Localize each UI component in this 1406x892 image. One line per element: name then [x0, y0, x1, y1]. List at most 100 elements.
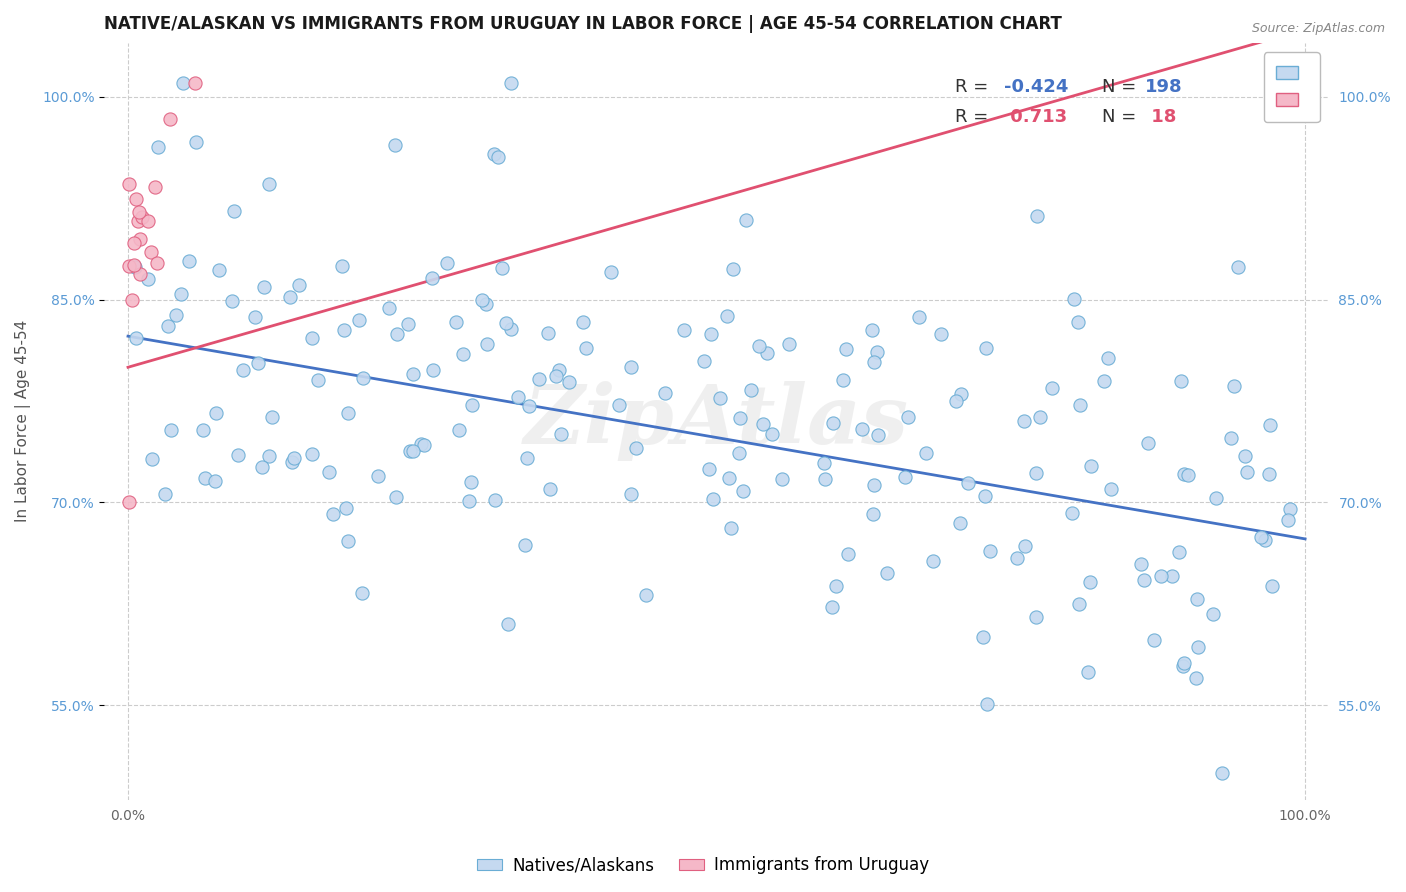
Point — [1226, 260, 1249, 274]
Point — [136, 213, 159, 227]
Point — [194, 471, 217, 485]
Point — [538, 482, 561, 496]
Point — [1097, 351, 1119, 366]
Point — [143, 180, 166, 194]
Legend: , : , — [1264, 52, 1320, 122]
Point — [727, 446, 749, 460]
Point — [367, 468, 389, 483]
Text: Source: ZipAtlas.com: Source: ZipAtlas.com — [1251, 22, 1385, 36]
Point — [232, 363, 254, 377]
Text: NATIVE/ALASKAN VS IMMIGRANTS FROM URUGUAY IN LABOR FORCE | AGE 45-54 CORRELATION: NATIVE/ALASKAN VS IMMIGRANTS FROM URUGUA… — [104, 15, 1063, 33]
Point — [1277, 513, 1299, 527]
Point — [824, 579, 846, 593]
Point — [118, 177, 141, 191]
Text: 0.713: 0.713 — [1004, 108, 1067, 127]
Point — [837, 547, 859, 561]
Point — [862, 477, 884, 491]
Point — [527, 372, 550, 386]
Point — [728, 411, 751, 425]
Point — [1253, 533, 1275, 547]
Point — [333, 323, 356, 337]
Point — [387, 326, 409, 341]
Point — [257, 449, 280, 463]
Point — [914, 445, 936, 459]
Point — [654, 386, 676, 401]
Point — [221, 294, 243, 309]
Point — [620, 487, 643, 501]
Point — [124, 260, 146, 274]
Point — [702, 492, 724, 507]
Point — [1067, 315, 1090, 329]
Point — [475, 297, 498, 311]
Point — [145, 256, 167, 270]
Point — [322, 507, 344, 521]
Point — [734, 213, 756, 227]
Text: 198: 198 — [1144, 78, 1182, 96]
Point — [1099, 482, 1122, 496]
Point — [516, 450, 538, 465]
Point — [972, 631, 994, 645]
Point — [866, 344, 889, 359]
Point — [122, 235, 145, 250]
Point — [141, 452, 163, 467]
Point — [1078, 575, 1101, 590]
Text: -0.424: -0.424 — [1004, 78, 1069, 96]
Point — [537, 326, 560, 340]
Point — [330, 260, 353, 274]
Point — [246, 356, 269, 370]
Point — [1173, 656, 1195, 670]
Point — [224, 204, 246, 219]
Point — [484, 493, 506, 508]
Point — [1143, 633, 1166, 648]
Point — [752, 417, 775, 432]
Point — [1205, 491, 1227, 506]
Point — [1069, 597, 1091, 611]
Point — [129, 231, 152, 245]
Point — [385, 490, 408, 504]
Point — [558, 375, 581, 389]
Point — [1170, 375, 1192, 389]
Point — [458, 494, 481, 508]
Point — [1029, 409, 1052, 424]
Point — [184, 77, 207, 91]
Text: R =: R = — [955, 78, 994, 96]
Point — [136, 272, 159, 286]
Point — [748, 339, 770, 353]
Point — [153, 487, 176, 501]
Point — [672, 323, 695, 337]
Text: ZipAtlas: ZipAtlas — [524, 381, 910, 461]
Point — [204, 474, 226, 488]
Point — [1150, 569, 1173, 583]
Point — [129, 267, 152, 281]
Point — [396, 317, 419, 331]
Point — [413, 438, 436, 452]
Point — [495, 316, 517, 330]
Point — [550, 427, 572, 442]
Point — [1167, 544, 1189, 558]
Point — [301, 446, 323, 460]
Point — [515, 538, 537, 552]
Point — [186, 135, 208, 149]
Point — [956, 475, 979, 490]
Point — [1258, 467, 1281, 481]
Point — [1185, 671, 1208, 685]
Point — [499, 77, 522, 91]
Point — [1161, 569, 1184, 583]
Point — [1133, 573, 1156, 587]
Point — [862, 354, 884, 368]
Point — [191, 423, 214, 437]
Point — [243, 310, 266, 325]
Point — [420, 271, 443, 285]
Point — [755, 346, 778, 360]
Point — [544, 369, 567, 384]
Point — [121, 293, 143, 307]
Point — [411, 436, 433, 450]
Y-axis label: In Labor Force | Age 45-54: In Labor Force | Age 45-54 — [15, 320, 31, 523]
Point — [471, 293, 494, 308]
Point — [548, 363, 571, 377]
Point — [876, 566, 898, 580]
Point — [253, 280, 276, 294]
Point — [922, 554, 945, 568]
Point — [506, 391, 529, 405]
Point — [626, 442, 648, 456]
